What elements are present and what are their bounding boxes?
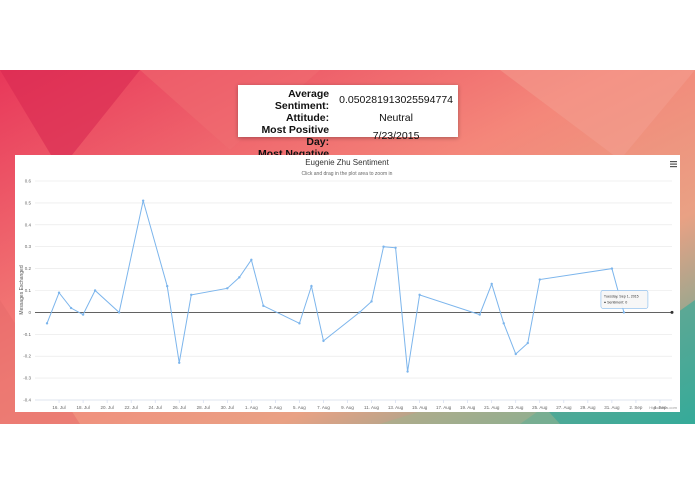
point — [478, 313, 481, 316]
point — [226, 287, 229, 290]
point — [394, 246, 397, 249]
x-tick-label: 19. Aug — [460, 405, 476, 410]
y-tick-label: 0.3 — [25, 244, 32, 249]
x-tick-label: 31. Aug — [604, 405, 620, 410]
point — [490, 282, 493, 286]
x-tick-label: 29. Aug — [580, 405, 596, 410]
y-tick-label: 0.1 — [25, 288, 32, 293]
stats-card: Average Sentiment: 0.050281913025594774 At… — [238, 85, 458, 172]
x-tick-label: 21. Aug — [484, 405, 500, 410]
stats-value: 7/23/2015 — [372, 130, 420, 142]
credits: Highcharts.com — [649, 405, 677, 410]
x-tick-label: 7. Aug — [317, 405, 330, 410]
x-tick-label: 22. Jul — [125, 405, 138, 410]
point — [418, 293, 421, 297]
y-tick-label: -0.3 — [23, 376, 31, 381]
chart-title: Eugenie Zhu Sentiment — [305, 158, 389, 167]
point — [310, 284, 313, 288]
point — [69, 306, 73, 310]
y-tick-label: 0.6 — [25, 179, 32, 184]
point — [298, 322, 301, 325]
point — [166, 284, 169, 288]
y-tick-label: -0.2 — [23, 354, 31, 359]
tooltip-text: ● Sentiment: 0 — [604, 300, 627, 304]
stats-value: 0.050281913025594774 — [339, 94, 453, 106]
x-tick-label: 2. Sep — [629, 405, 643, 410]
stats-row: Most Positive Day: 7/23/2015 — [238, 124, 458, 148]
point — [238, 276, 241, 279]
point — [81, 313, 85, 316]
point — [502, 322, 505, 325]
x-tick-label: 11. Aug — [364, 405, 379, 410]
x-tick-label: 17. Aug — [436, 405, 452, 410]
point — [382, 245, 385, 248]
x-tick-label: 9. Aug — [341, 405, 354, 410]
y-tick-label: 0 — [28, 310, 31, 315]
stats-label: Average Sentiment: — [274, 88, 330, 112]
stats-row: Average Sentiment: 0.050281913025594774 — [238, 88, 458, 112]
stats-label: Most Positive Day: — [261, 124, 330, 148]
chart-subtitle: Click and drag in the plot area to zoom … — [302, 171, 393, 177]
point — [538, 278, 541, 281]
y-tick-label: -0.1 — [23, 332, 31, 337]
point — [370, 300, 373, 303]
point — [45, 322, 49, 325]
x-tick-label: 5. Aug — [293, 405, 306, 410]
x-tick-label: 1. Aug — [245, 405, 258, 410]
x-tick-label: 24. Jul — [149, 405, 162, 410]
point — [526, 341, 529, 345]
point — [322, 339, 325, 343]
x-tick-label: 3. Aug — [269, 405, 282, 410]
point — [178, 361, 181, 364]
chart: Eugenie Zhu Sentiment Click and drag in … — [15, 155, 680, 412]
point — [93, 289, 97, 292]
x-tick-label: 18. Jul — [76, 405, 89, 410]
point — [406, 370, 409, 373]
x-tick-label: 28. Jul — [197, 405, 210, 410]
x-tick-label: 15. Aug — [412, 405, 428, 410]
x-tick-label: 20. Jul — [100, 405, 113, 410]
point — [117, 311, 121, 314]
stats-label: Attitude: — [285, 112, 330, 124]
stats-value: Neutral — [379, 112, 413, 124]
y-axis-label: Messages Exchanged — [19, 265, 25, 314]
x-tick-label: 27. Aug — [556, 405, 572, 410]
y-tick-label: 0.5 — [25, 200, 32, 205]
x-tick-label: 26. Jul — [173, 405, 186, 410]
point — [262, 304, 265, 308]
y-tick-label: 0.2 — [25, 266, 32, 271]
x-tick-label: 16. Jul — [52, 405, 65, 410]
series-line — [46, 200, 625, 372]
point — [141, 199, 145, 202]
y-tick-label: -0.4 — [23, 398, 31, 403]
point — [57, 291, 61, 294]
point — [250, 258, 253, 262]
point — [514, 352, 517, 356]
tooltip-date: Tuesday, Sep 1, 2015 — [604, 294, 639, 298]
point — [622, 311, 626, 314]
menu-button[interactable] — [670, 161, 677, 168]
x-tick-label: 25. Aug — [532, 405, 548, 410]
point — [190, 293, 193, 297]
tooltip — [600, 290, 649, 309]
y-tick-label: 0.4 — [25, 222, 32, 227]
x-tick-label: 4. Sep — [653, 405, 667, 410]
zero-line-end — [670, 310, 674, 314]
stats-row: Attitude: Neutral — [238, 112, 458, 124]
x-tick-label: 30. Jul — [221, 405, 234, 410]
x-tick-label: 13. Aug — [388, 405, 404, 410]
x-tick-label: 23. Aug — [508, 405, 524, 410]
point — [358, 311, 361, 314]
point — [610, 267, 614, 270]
